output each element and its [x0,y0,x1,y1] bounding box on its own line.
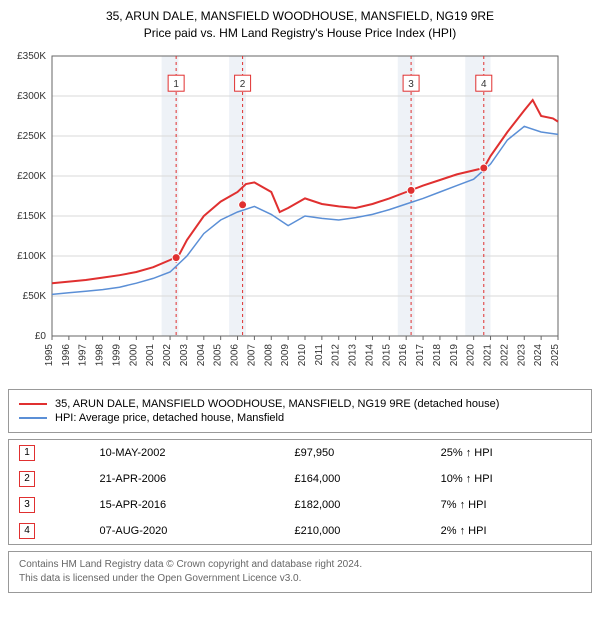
svg-text:2019: 2019 [449,343,460,366]
svg-text:2021: 2021 [483,343,494,366]
footer-line-1: Contains HM Land Registry data © Crown c… [19,558,581,572]
table-row: 1 10-MAY-2002£97,95025% ↑ HPI [9,439,592,466]
svg-text:2011: 2011 [314,343,325,365]
svg-text:2014: 2014 [364,343,375,366]
svg-text:2005: 2005 [213,343,224,366]
chart-svg: £0 £50K £100K £150K £200K £250K £300K £350K 1995… [8,46,568,376]
svg-text:2008: 2008 [263,343,274,366]
title-line-1: 35, ARUN DALE, MANSFIELD WOODHOUSE, MANS… [8,8,592,25]
event-delta: 7% ↑ HPI [431,492,592,518]
svg-text:£0: £0 [35,331,47,342]
svg-text:£150K: £150K [17,211,46,222]
svg-text:2025: 2025 [550,343,561,366]
svg-text:2022: 2022 [499,343,510,366]
event-price: £182,000 [284,492,430,518]
title-line-2: Price paid vs. HM Land Registry's House … [8,25,592,42]
svg-text:4: 4 [481,79,487,90]
attribution-footer: Contains HM Land Registry data © Crown c… [8,551,592,593]
price-chart: £0 £50K £100K £150K £200K £250K £300K £350K 1995… [8,46,592,381]
svg-text:2020: 2020 [466,343,477,366]
svg-text:2003: 2003 [179,343,190,366]
svg-text:2000: 2000 [128,343,139,366]
footer-line-2: This data is licensed under the Open Gov… [19,572,581,586]
event-date: 21-APR-2006 [89,466,284,492]
events-table: 1 10-MAY-2002£97,95025% ↑ HPI 2 21-APR-2006… [8,439,592,545]
svg-text:2024: 2024 [533,343,544,366]
svg-text:2013: 2013 [348,343,359,366]
event-marker-badge: 3 [19,497,35,513]
svg-text:1: 1 [173,79,179,90]
svg-text:2007: 2007 [246,343,257,366]
svg-text:2009: 2009 [280,343,291,366]
svg-text:2017: 2017 [415,343,426,366]
legend-label: HPI: Average price, detached house, Mans… [55,412,284,424]
chart-title: 35, ARUN DALE, MANSFIELD WOODHOUSE, MANS… [8,8,592,42]
svg-text:2002: 2002 [162,343,173,366]
event-marker-badge: 2 [19,471,35,487]
svg-text:1995: 1995 [44,343,55,366]
legend-swatch [19,403,47,405]
event-delta: 25% ↑ HPI [431,439,592,466]
legend: 35, ARUN DALE, MANSFIELD WOODHOUSE, MANS… [8,389,592,433]
svg-text:2015: 2015 [381,343,392,366]
svg-text:2: 2 [240,79,246,90]
svg-text:2012: 2012 [331,343,342,366]
event-price: £210,000 [284,518,430,545]
event-marker-badge: 1 [19,445,35,461]
svg-text:£50K: £50K [23,291,47,302]
table-row: 3 15-APR-2016£182,0007% ↑ HPI [9,492,592,518]
event-price: £97,950 [284,439,430,466]
svg-text:1999: 1999 [111,343,122,366]
table-row: 4 07-AUG-2020£210,0002% ↑ HPI [9,518,592,545]
svg-text:1998: 1998 [95,343,106,366]
svg-text:£300K: £300K [17,91,46,102]
svg-text:2001: 2001 [145,343,156,366]
legend-row: 35, ARUN DALE, MANSFIELD WOODHOUSE, MANS… [19,398,581,410]
legend-swatch [19,417,47,419]
svg-text:2018: 2018 [432,343,443,366]
event-date: 10-MAY-2002 [89,439,284,466]
event-price: £164,000 [284,466,430,492]
svg-text:1996: 1996 [61,343,72,366]
event-delta: 10% ↑ HPI [431,466,592,492]
event-date: 15-APR-2016 [89,492,284,518]
legend-label: 35, ARUN DALE, MANSFIELD WOODHOUSE, MANS… [55,398,499,410]
svg-text:2023: 2023 [516,343,527,366]
svg-text:2010: 2010 [297,343,308,366]
table-row: 2 21-APR-2006£164,00010% ↑ HPI [9,466,592,492]
svg-text:3: 3 [408,79,414,90]
svg-text:£200K: £200K [17,171,46,182]
svg-text:2006: 2006 [230,343,241,366]
svg-text:2016: 2016 [398,343,409,366]
event-date: 07-AUG-2020 [89,518,284,545]
legend-row: HPI: Average price, detached house, Mans… [19,412,581,424]
svg-text:2004: 2004 [196,343,207,366]
svg-text:1997: 1997 [78,343,89,366]
svg-text:£100K: £100K [17,251,46,262]
svg-text:£350K: £350K [17,51,46,62]
event-marker-badge: 4 [19,523,35,539]
event-delta: 2% ↑ HPI [431,518,592,545]
svg-text:£250K: £250K [17,131,46,142]
